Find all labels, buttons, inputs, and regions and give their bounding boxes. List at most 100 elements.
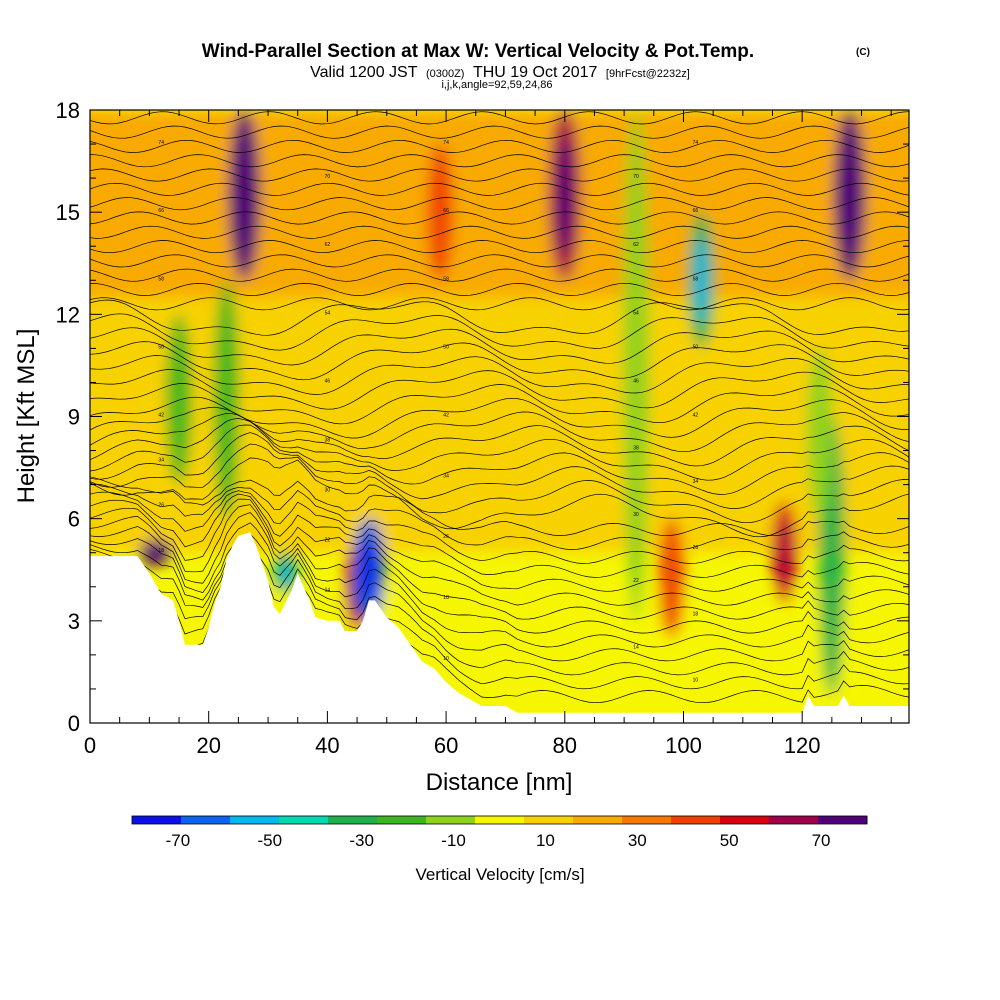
- theta-contour-line: [90, 355, 909, 395]
- theta-contour-line: [90, 268, 909, 282]
- theta-contour-line: [90, 476, 909, 537]
- theta-contour-line: [90, 282, 909, 296]
- colorbar-label: 30: [628, 831, 647, 850]
- valid-utc: (0300Z): [426, 68, 465, 80]
- y-tick-label: 3: [68, 609, 80, 634]
- theta-contour-label: 10: [443, 656, 449, 662]
- theta-contour-label: 50: [693, 344, 699, 350]
- plot-area: 10 10 14 14 18 18 18 22 22 26 26 26 30 30 34 34 34 38 38 42…: [90, 110, 909, 723]
- w-feature-core: [279, 559, 293, 587]
- theta-contour-line: [90, 457, 909, 538]
- theta-contour-line: [90, 424, 909, 495]
- terrain-mask: [90, 532, 909, 723]
- chart-title-main: Wind-Parallel Section at Max W: Vertical…: [202, 41, 754, 62]
- colorbar-swatch: [230, 816, 280, 824]
- colorbar-swatch: [475, 816, 525, 824]
- theta-contour-label: 34: [158, 458, 164, 464]
- theta-contour-label: 14: [633, 645, 639, 651]
- w-feature-core: [147, 543, 164, 562]
- theta-contour-label: 34: [443, 473, 449, 479]
- colorbar-label: -30: [349, 831, 374, 850]
- theta-contour-line: [90, 418, 909, 481]
- x-tick-label: 60: [434, 733, 458, 758]
- colorbar-swatch: [426, 816, 476, 824]
- theta-contour-label: 54: [633, 310, 639, 316]
- y-tick-label: 18: [56, 98, 80, 123]
- theta-contour-label: 74: [693, 140, 699, 146]
- theta-contour-line: [90, 504, 909, 606]
- theta-contour-label: 22: [633, 578, 639, 584]
- theta-contour-line: [90, 512, 909, 620]
- theta-contour-line: [90, 327, 909, 366]
- theta-contour-label: 66: [443, 208, 449, 214]
- y-tick-label: 12: [56, 302, 80, 327]
- theta-contour-line: [90, 254, 909, 268]
- theta-contour-line: [90, 313, 909, 351]
- theta-contour-label: 18: [693, 611, 699, 617]
- x-tick-label: 20: [196, 733, 220, 758]
- theta-contour-label: 26: [443, 534, 449, 540]
- colorbar-swatch: [622, 816, 672, 824]
- theta-contour-label: 22: [325, 537, 331, 543]
- theta-contour-label: 66: [693, 208, 699, 214]
- y-axis-label: Height [Kft MSL]: [13, 329, 40, 504]
- colorbar-swatch: [573, 816, 623, 824]
- y-tick-label: 15: [56, 200, 80, 225]
- w-feature-core: [841, 138, 858, 252]
- w-feature: [623, 110, 649, 621]
- x-tick-label: 100: [665, 733, 702, 758]
- theta-contour-label: 38: [633, 446, 639, 452]
- theta-contour-label: 42: [693, 413, 699, 419]
- colorbar-swatch: [132, 816, 182, 824]
- theta-contour-label: 18: [443, 595, 449, 601]
- theta-contour-label: 74: [443, 140, 449, 146]
- theta-contour-line: [90, 139, 909, 153]
- theta-contour-label: 42: [158, 413, 164, 419]
- theta-contour-label: 46: [633, 378, 639, 384]
- valid-date: THU 19 Oct 2017: [473, 64, 598, 81]
- x-tick-label: 80: [553, 733, 577, 758]
- theta-contour-line: [90, 154, 909, 168]
- w-feature-core: [777, 518, 791, 587]
- w-feature: [213, 280, 240, 519]
- chart-params: i,j,k,angle=92,59,24,86: [441, 79, 552, 91]
- theta-contour-label: 62: [325, 242, 331, 248]
- x-axis-label: Distance [nm]: [426, 769, 573, 796]
- theta-contour-line: [90, 396, 909, 439]
- x-tick-label: 40: [315, 733, 339, 758]
- colorbar-swatch: [279, 816, 329, 824]
- theta-contour-line: [90, 125, 909, 139]
- w-feature: [427, 144, 454, 281]
- colorbar-swatch: [671, 816, 721, 824]
- colorbar-swatch: [328, 816, 378, 824]
- theta-contour-label: 26: [693, 545, 699, 551]
- y-tick-label: 6: [68, 507, 80, 532]
- theta-contour-label: 42: [443, 413, 449, 419]
- y-tick-label: 9: [68, 405, 80, 430]
- theta-contour-line: [90, 498, 909, 592]
- w-feature-core: [236, 138, 253, 252]
- w-band: [90, 110, 909, 298]
- theta-contour-line: [90, 406, 909, 453]
- colorbar-frame: [131, 815, 868, 825]
- colorbar-label: -70: [166, 831, 191, 850]
- w-feature: [166, 314, 193, 485]
- theta-contour-label: 18: [158, 548, 164, 554]
- w-feature-core: [694, 234, 708, 326]
- chart-subtitle: Valid 1200 JST (0300Z) THU 19 Oct 2017 […: [310, 64, 690, 81]
- theta-contour-label: 62: [633, 242, 639, 248]
- chart-title: Wind-Parallel Section at Max W: Vertical…: [202, 41, 870, 91]
- theta-contour-label: 54: [325, 310, 331, 316]
- theta-contour-line: [90, 493, 909, 578]
- chart-title-copyright: (C): [856, 47, 870, 58]
- colorbar-label: 10: [536, 831, 555, 850]
- theta-contour-label: 70: [325, 174, 331, 180]
- w-feature: [658, 518, 685, 638]
- colorbar-swatch: [818, 816, 868, 824]
- theta-contour-label: 58: [158, 276, 164, 282]
- colorbar-label: 50: [720, 831, 739, 850]
- theta-contour-line: [90, 483, 909, 550]
- colorbar-swatch: [524, 816, 574, 824]
- colorbar-swatch: [181, 816, 231, 824]
- colorbar: -70 -50 -30 -10 10 30 50 70: [131, 815, 868, 850]
